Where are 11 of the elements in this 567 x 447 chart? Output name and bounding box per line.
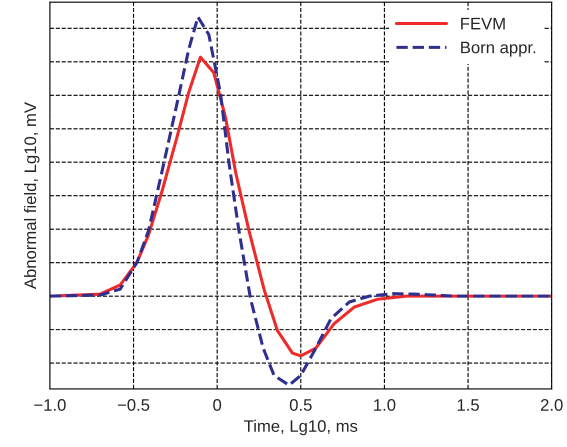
x-tick-label: 2.0 xyxy=(540,399,563,411)
x-tick-label: −1.0 xyxy=(34,399,66,411)
x-tick-label: 1.5 xyxy=(458,399,479,411)
x-tick-label: 0.5 xyxy=(290,399,312,411)
legend-label: FEVM xyxy=(461,18,505,30)
x-axis-title: Time, Lg10, ms xyxy=(244,420,358,436)
x-tick-label: 0 xyxy=(213,399,222,411)
x-tick-label: −0.5 xyxy=(118,399,150,411)
y-axis-title: Abnormal field, Lg10, mV xyxy=(24,102,40,290)
x-tick-label: 1.0 xyxy=(374,399,396,411)
legend-label: Born appr. xyxy=(461,42,536,57)
